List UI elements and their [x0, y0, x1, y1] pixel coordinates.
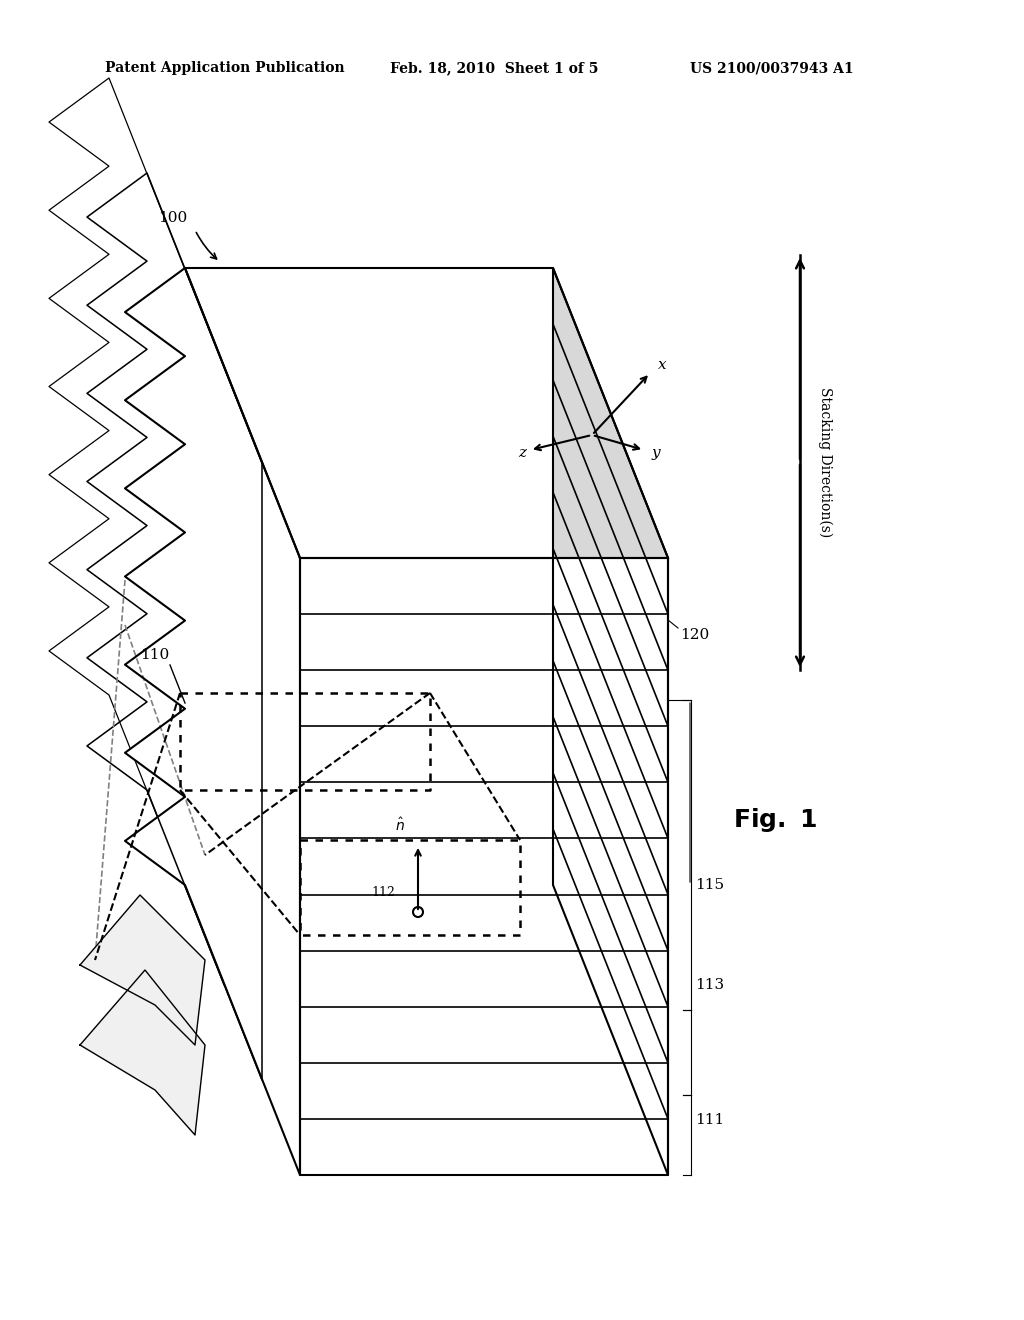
- Text: $\hat{n}$: $\hat{n}$: [395, 816, 404, 834]
- Polygon shape: [80, 970, 205, 1135]
- Text: US 2100/0037943 A1: US 2100/0037943 A1: [690, 61, 854, 75]
- Text: 100: 100: [158, 211, 187, 224]
- Polygon shape: [553, 268, 668, 1175]
- Polygon shape: [49, 78, 224, 985]
- Text: y: y: [652, 446, 660, 459]
- Text: Patent Application Publication: Patent Application Publication: [105, 61, 345, 75]
- Text: x: x: [658, 358, 667, 372]
- Polygon shape: [185, 268, 668, 558]
- Text: 120: 120: [680, 628, 710, 642]
- Text: 110: 110: [140, 648, 169, 663]
- Text: 112: 112: [371, 886, 395, 899]
- Text: $\mathbf{Fig.\ 1}$: $\mathbf{Fig.\ 1}$: [733, 807, 817, 834]
- Text: 111: 111: [695, 1113, 724, 1127]
- Text: 115: 115: [695, 878, 724, 892]
- Text: Feb. 18, 2010  Sheet 1 of 5: Feb. 18, 2010 Sheet 1 of 5: [390, 61, 598, 75]
- Polygon shape: [300, 558, 668, 1175]
- Text: Stacking Direction(s): Stacking Direction(s): [818, 387, 833, 537]
- Polygon shape: [87, 173, 262, 1080]
- Text: z: z: [518, 446, 526, 459]
- Text: 113: 113: [695, 978, 724, 993]
- Polygon shape: [125, 268, 300, 1175]
- Polygon shape: [80, 895, 205, 1045]
